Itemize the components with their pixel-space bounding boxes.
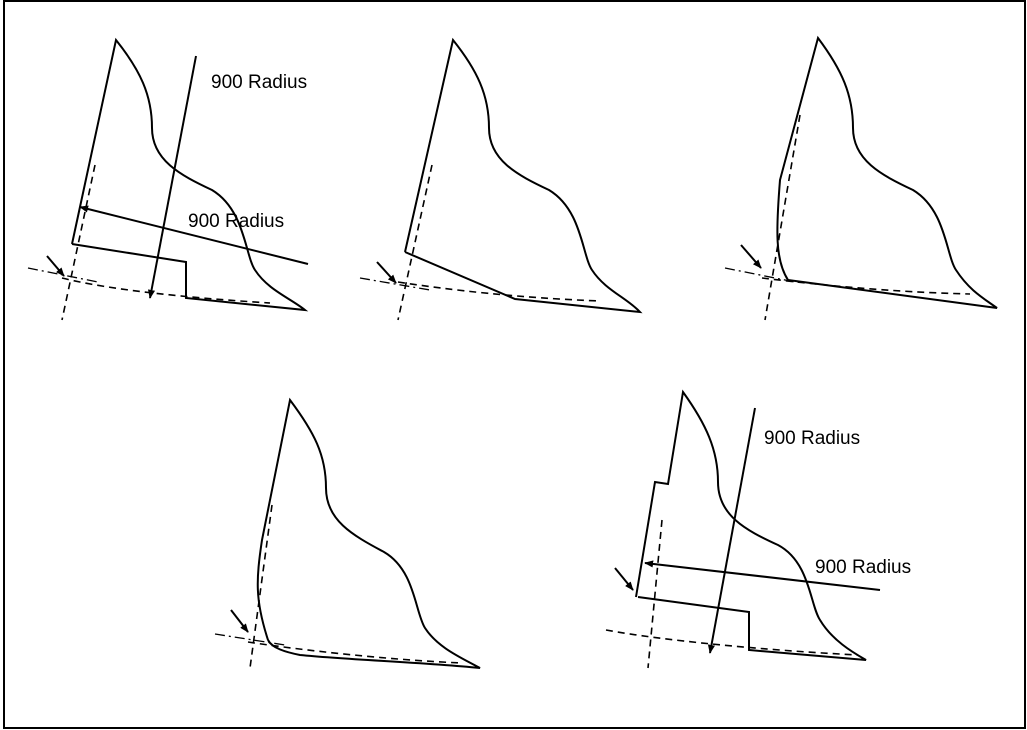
construction-dashed	[647, 519, 663, 669]
construction-dashed	[61, 277, 271, 304]
construction-dashed	[764, 114, 801, 321]
profile-figure-3	[724, 35, 998, 321]
profile-outline	[635, 389, 867, 661]
profile-figure-2	[359, 37, 643, 321]
radius-label: 900 Radius	[188, 211, 284, 232]
profile-outline	[404, 37, 643, 314]
profile-outline	[71, 37, 309, 312]
centerline	[214, 633, 286, 646]
pointer-arrow	[376, 261, 397, 284]
radius-arrow	[147, 55, 197, 299]
profile-outline	[776, 35, 998, 309]
profile-figure-4	[214, 397, 481, 669]
construction-dashed	[605, 629, 859, 656]
construction-dashed	[247, 641, 463, 664]
pointer-arrow	[740, 244, 762, 269]
frame-border	[3, 0, 1026, 729]
profile-outline	[256, 397, 481, 669]
radius-label: 900 Radius	[764, 428, 860, 449]
pointer-arrow	[614, 567, 634, 591]
radius-label: 900 Radius	[815, 557, 911, 578]
pointer-arrow	[46, 255, 65, 277]
construction-dashed	[397, 164, 433, 321]
radius-arrow	[707, 407, 756, 654]
construction-dashed	[397, 281, 601, 302]
construction-dashed	[761, 277, 971, 295]
centerline	[359, 277, 431, 291]
construction-dashed	[249, 504, 273, 669]
radius-arrow	[79, 205, 309, 265]
radius-arrow	[644, 560, 881, 591]
centerline	[724, 267, 796, 283]
construction-dashed	[61, 164, 96, 321]
profile-figure-5: 900 Radius 900 Radius	[605, 389, 911, 669]
radius-label: 900 Radius	[211, 72, 307, 93]
profile-figure-1: 900 Radius 900 Radius	[27, 37, 309, 321]
pointer-arrow	[230, 609, 249, 633]
